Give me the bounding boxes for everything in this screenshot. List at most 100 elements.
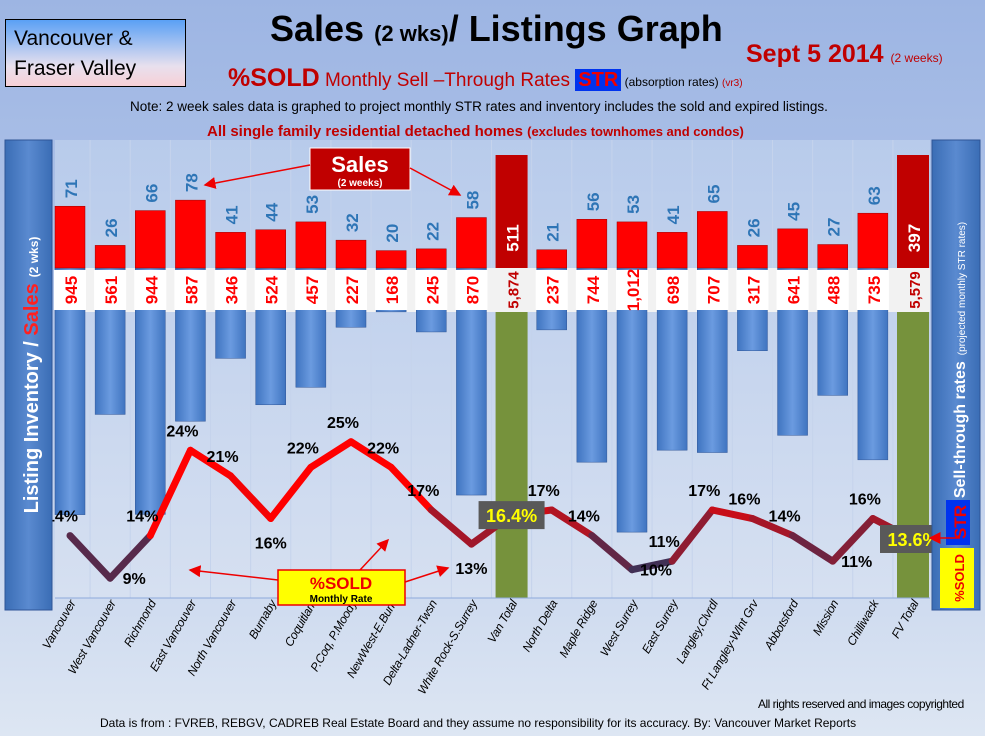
sales-label: 45 [785,202,804,221]
inventory-total-bar [897,312,929,598]
str-line-segment [668,506,716,565]
sales-label: 78 [182,173,201,192]
sales-arrow-left [203,164,311,189]
str-line-segment [588,532,636,574]
str-label: 17% [528,483,560,500]
x-tick-label: West Surrey [597,596,641,658]
inventory-label: 1,012 [624,269,643,312]
sales-bar [697,211,728,269]
inventory-label: 457 [303,276,322,304]
str-total-label-bg [478,501,545,530]
inventory-label: 317 [744,276,763,304]
str-label: 9% [123,571,146,588]
sold-callout-note: Monthly Rate [310,594,373,605]
str-label: 17% [407,483,439,500]
inventory-label: 561 [102,276,121,304]
sales-bar [817,244,848,269]
str-line-segment [789,532,837,565]
inventory-label-bg [94,270,127,310]
inventory-label: 587 [182,276,201,304]
sales-label: 63 [865,186,884,205]
inventory-label-bg [455,270,488,310]
inventory-label-bg [575,270,608,310]
region-line1: Vancouver & [14,27,133,50]
sales-bar [737,245,768,269]
sold-callout-text: %SOLD [310,574,372,593]
inventory-label: 227 [343,276,362,304]
inventory-label-bg [54,270,86,310]
inventory-label-bg [174,270,207,310]
sales-bar [416,248,447,269]
sales-label: 53 [624,195,643,214]
x-tick-label: Mission [810,597,842,638]
report-date: Sept 5 2014 (2 weeks) [746,40,943,69]
inventory-label: 944 [142,275,161,304]
sold-arrow-right [404,565,450,583]
x-tick-label: Chilliwack [844,596,882,648]
inventory-label: 641 [785,276,804,304]
title-main: Sales [270,8,375,49]
left-axis-label: Listing Inventory / Sales(2 wks) [21,237,43,514]
sold-badge-text: %SOLD [952,554,967,602]
sales-bar [456,217,487,269]
sales-callout [309,147,411,191]
sales-label: 22 [423,222,442,241]
subtitle: %SOLD Monthly Sell –Through Rates STR (a… [228,64,743,93]
inventory-label: 237 [544,276,563,304]
sales-bar [295,221,327,269]
sales-callout-note: (2 weeks) [337,178,382,189]
str-label: 16% [849,492,881,509]
subtitle-text: Monthly Sell –Through Rates [319,70,576,91]
sales-label: 41 [223,205,242,224]
inventory-label: 346 [223,276,242,304]
str-line-segment [387,463,435,514]
x-tick-label: Maple Ridge [556,597,600,660]
str-line-segment [829,515,877,565]
sold-callout [277,569,406,606]
str-line-segment [548,506,596,540]
sales-bar [135,210,166,269]
str-line-segment [307,438,355,471]
page-title: Sales (2 wks)/ Listings Graph [270,8,723,50]
str-line-segment [146,446,194,540]
inventory-label: 707 [704,276,723,304]
str-label: 16% [255,536,287,553]
date-note: (2 weeks) [890,51,943,65]
str-label: 10% [640,563,672,580]
sales-bar [255,229,286,269]
str-label: 17% [688,483,720,500]
inventory-label-bg [134,270,167,310]
inventory-label-bg [535,270,568,310]
str-line-segment [628,557,676,574]
copyright: All rights reserved and images copyright… [758,697,964,711]
inventory-label: 744 [584,275,603,304]
x-tick-label: East Surrey [639,596,681,656]
sales-label: 27 [825,218,844,237]
sales-bar [54,205,86,269]
sold-arrow-left [188,565,279,581]
str-line-segment [106,532,154,582]
str-badge-text: STR [951,505,970,539]
sales-bar [777,228,808,269]
str-line-segment [186,446,235,480]
str-line-segment [227,472,275,523]
str-total-label: 16.4% [486,506,537,526]
inventory-label-bg [696,270,729,310]
sales-label: 53 [303,195,322,214]
note2-main: All single family residential detached h… [207,123,528,140]
sales-label: 56 [584,192,603,211]
sales-label: 397 [905,224,924,252]
str-label: 13% [455,561,487,578]
inventory-label: 870 [463,276,482,304]
inventory-label-bg [736,270,769,310]
str-label: 14% [568,509,600,526]
inventory-label-bg [415,270,448,310]
region-line2: Fraser Valley [14,57,137,80]
str-label: 25% [327,415,359,432]
sales-label: 32 [343,213,362,232]
x-tick-label: Langley,Clvrdl [673,597,721,666]
date-text: Sept 5 2014 [746,40,884,68]
sales-label: 66 [142,184,161,203]
sales-bar [94,245,126,269]
str-label: 24% [166,423,198,440]
